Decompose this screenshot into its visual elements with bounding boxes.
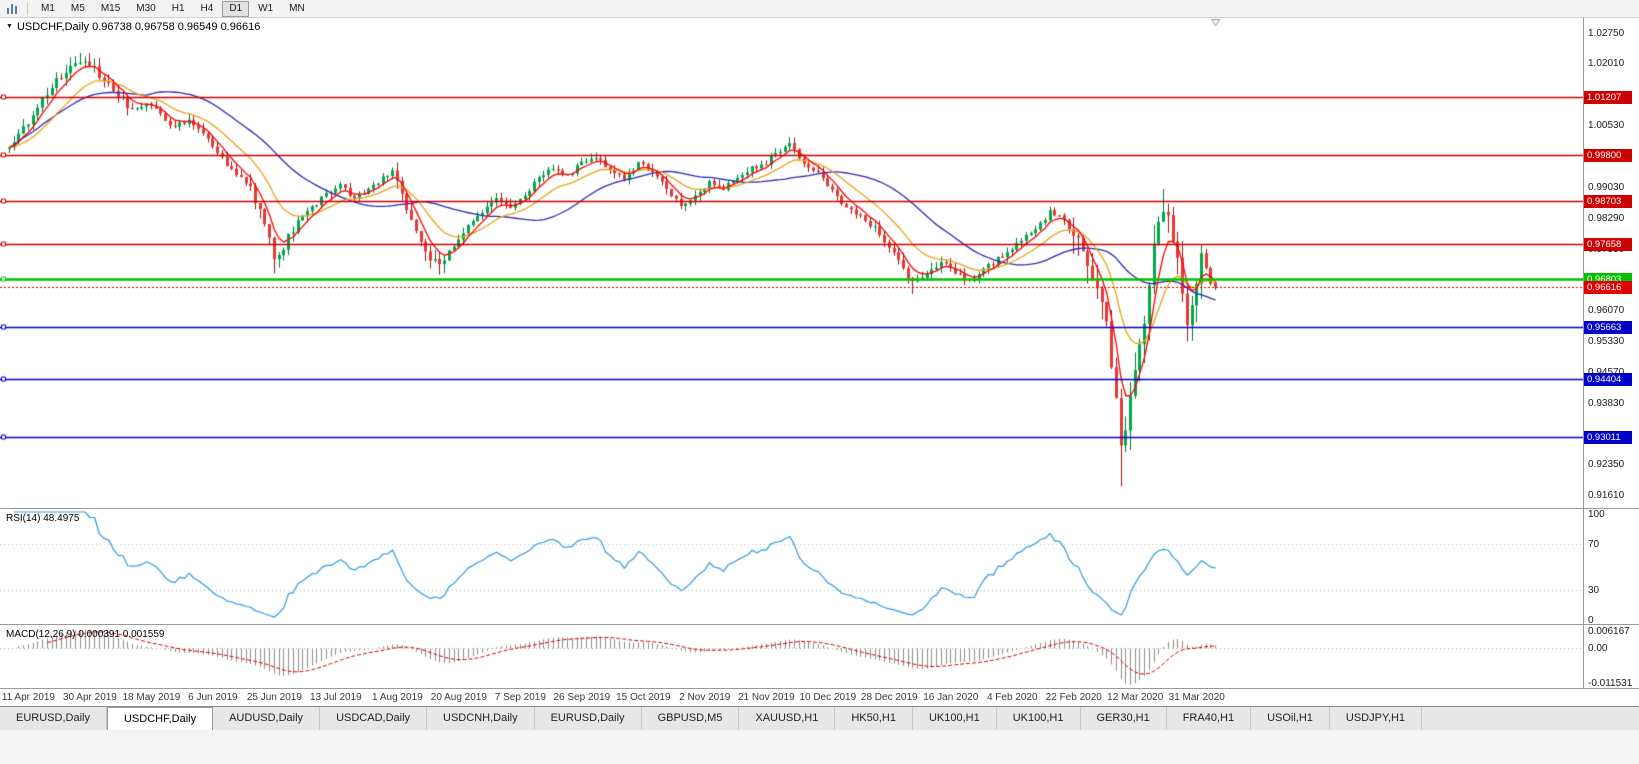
time-axis[interactable]: 11 Apr 2019 30 Apr 2019 18 May 2019 6 Jun 2… bbox=[0, 688, 1639, 706]
chart-tab-uk100-h1[interactable]: UK100,H1 bbox=[913, 707, 997, 730]
window-bottom-strip bbox=[0, 730, 1639, 764]
collapse-arrow-icon[interactable]: ▼ bbox=[6, 23, 13, 30]
time-axis-label: 16 Jan 2020 bbox=[923, 692, 979, 703]
chart-tab-gbpusd-m5[interactable]: GBPUSD,M5 bbox=[642, 707, 740, 730]
timeframe-button-mn[interactable]: MN bbox=[289, 2, 305, 14]
chart-title-text: USDCHF,Daily 0.96738 0.96758 0.96549 0.9… bbox=[16, 21, 261, 33]
chart-tab-usdcad-daily[interactable]: USDCAD,Daily bbox=[320, 707, 428, 730]
price-axis-label: 1.02010 bbox=[1588, 58, 1625, 70]
time-axis-label: 11 Apr 2019 bbox=[1, 692, 56, 703]
time-axis-label: 28 Dec 2019 bbox=[860, 692, 918, 703]
chart-tabs-bar: EURUSD,Daily USDCHF,Daily AUDUSD,Daily USDC… bbox=[0, 706, 1639, 730]
price-level-tag: 0.94404 bbox=[1584, 373, 1632, 387]
chart-tab-hk50-h1[interactable]: HK50,H1 bbox=[835, 707, 913, 730]
time-axis-label: 12 Mar 2020 bbox=[1107, 692, 1164, 703]
price-level-tag: 0.97658 bbox=[1584, 237, 1632, 251]
chart-tab-eurusd-daily[interactable]: EURUSD,Daily bbox=[535, 707, 642, 730]
price-axis-label: 1.02750 bbox=[1588, 27, 1625, 39]
chart-tab-usoil-h1[interactable]: USOil,H1 bbox=[1251, 707, 1330, 730]
toolbar-separator bbox=[27, 2, 28, 15]
timeframe-button-m5[interactable]: M5 bbox=[70, 2, 85, 14]
rsi-indicator-canvas[interactable] bbox=[0, 510, 1583, 624]
price-axis-label: 0.98290 bbox=[1588, 212, 1625, 224]
chart-tab-audusd-daily[interactable]: AUDUSD,Daily bbox=[213, 707, 321, 730]
timeframe-button-w1[interactable]: W1 bbox=[258, 2, 274, 14]
macd-indicator-canvas[interactable] bbox=[0, 626, 1583, 688]
rsi-axis-label: 0 bbox=[1588, 615, 1594, 626]
time-axis-label: 31 Mar 2020 bbox=[1168, 692, 1225, 703]
time-axis-label: 6 Jun 2019 bbox=[188, 692, 238, 703]
rsi-axis-label: 70 bbox=[1588, 539, 1600, 551]
timeframe-button-d1[interactable]: D1 bbox=[222, 0, 250, 17]
price-axis-label: 0.92350 bbox=[1588, 459, 1625, 471]
time-axis-label: 26 Sep 2019 bbox=[553, 692, 611, 703]
price-axis-label: 0.96070 bbox=[1588, 304, 1625, 316]
timeframe-button-h4[interactable]: H4 bbox=[200, 2, 214, 14]
price-axis[interactable]: 1.027501.020101.005300.990300.982900.975… bbox=[1583, 18, 1639, 689]
time-axis-label: 10 Dec 2019 bbox=[799, 692, 857, 703]
chart-tab-uk100-h1[interactable]: UK100,H1 bbox=[997, 707, 1081, 730]
chart-tab-usdchf-daily[interactable]: USDCHF,Daily bbox=[106, 707, 214, 730]
price-level-tag: 0.93011 bbox=[1584, 430, 1632, 444]
price-axis-label: 0.94570 bbox=[1588, 367, 1624, 378]
chart-tab-fra40-h1[interactable]: FRA40,H1 bbox=[1167, 707, 1252, 730]
rsi-indicator-label: RSI(14) 48.4975 bbox=[6, 513, 80, 524]
price-axis-label: 0.91610 bbox=[1588, 490, 1625, 502]
chart-tab-eurusd-daily[interactable]: EURUSD,Daily bbox=[0, 707, 107, 730]
timeframe-button-m30[interactable]: M30 bbox=[136, 2, 156, 14]
timeframe-toolbar: M1 M5 M15 M30 H1 H4 D1 W1 MN bbox=[0, 0, 1639, 18]
macd-axis-label: 0.006167 bbox=[1588, 626, 1630, 637]
price-chart-canvas[interactable] bbox=[0, 18, 1583, 508]
time-axis-label: 15 Oct 2019 bbox=[616, 692, 671, 703]
current-price-tag: 0.96616 bbox=[1584, 281, 1632, 295]
rsi-axis-label: 100 bbox=[1588, 509, 1605, 520]
time-axis-label: 4 Feb 2020 bbox=[986, 692, 1038, 703]
price-level-tag: 0.99800 bbox=[1584, 149, 1632, 163]
price-level-tag: 0.98703 bbox=[1584, 194, 1632, 208]
rsi-axis-label: 30 bbox=[1588, 584, 1600, 596]
time-axis-label: 21 Nov 2019 bbox=[737, 692, 795, 703]
price-axis-label: 0.99030 bbox=[1588, 182, 1625, 193]
time-axis-label: 22 Feb 2020 bbox=[1045, 692, 1102, 703]
time-axis-label: 7 Sep 2019 bbox=[494, 692, 546, 703]
time-axis-label: 30 Apr 2019 bbox=[62, 692, 117, 703]
time-axis-label: 20 Aug 2019 bbox=[430, 692, 487, 703]
timeframe-buttons-group: M1 M5 M15 M30 H1 H4 D1 W1 MN bbox=[33, 0, 313, 17]
time-axis-label: 25 Jun 2019 bbox=[246, 692, 302, 703]
time-axis-label: 1 Aug 2019 bbox=[372, 692, 423, 703]
chart-tab-ger30-h1[interactable]: GER30,H1 bbox=[1081, 707, 1167, 730]
chart-type-icon[interactable] bbox=[6, 2, 18, 14]
time-axis-label: 18 May 2019 bbox=[122, 692, 181, 703]
chart-title: ▼ USDCHF,Daily 0.96738 0.96758 0.96549 0.… bbox=[6, 21, 260, 33]
chart-tab-xauusd-h1[interactable]: XAUUSD,H1 bbox=[739, 707, 836, 730]
macd-indicator-label: MACD(12,26,9) 0.000391 0.001559 bbox=[6, 629, 165, 640]
price-axis-label: 1.00530 bbox=[1588, 119, 1625, 131]
macd-axis-label: 0.00 bbox=[1588, 642, 1608, 654]
price-level-tag: 0.95663 bbox=[1584, 320, 1632, 334]
chart-tab-usdjpy-h1[interactable]: USDJPY,H1 bbox=[1330, 707, 1423, 730]
macd-axis-label: -0.011531 bbox=[1588, 678, 1633, 689]
price-axis-label: 0.93830 bbox=[1588, 397, 1625, 409]
timeframe-button-m15[interactable]: M15 bbox=[100, 2, 121, 14]
time-axis-label: 2 Nov 2019 bbox=[679, 692, 731, 703]
time-axis-label: 13 Jul 2019 bbox=[310, 692, 362, 703]
price-level-tag: 1.01207 bbox=[1584, 90, 1632, 104]
timeframe-button-m1[interactable]: M1 bbox=[41, 2, 55, 14]
panel-resize-divider[interactable] bbox=[0, 508, 1639, 510]
timeframe-button-h1[interactable]: H1 bbox=[171, 2, 185, 14]
chart-area: ▼ USDCHF,Daily 0.96738 0.96758 0.96549 0.… bbox=[0, 18, 1639, 706]
panel-resize-divider[interactable] bbox=[0, 624, 1639, 626]
price-axis-label: 0.95330 bbox=[1588, 335, 1625, 347]
chart-tab-usdcnh-daily[interactable]: USDCNH,Daily bbox=[427, 707, 535, 730]
